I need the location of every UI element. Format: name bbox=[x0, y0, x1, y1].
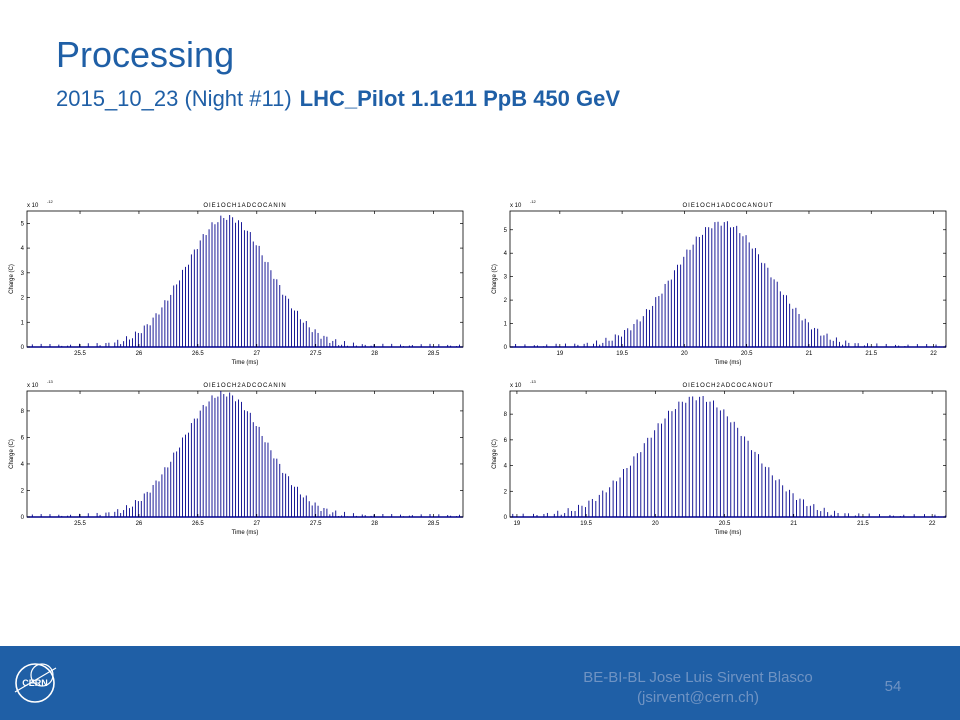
y-tick-label: 4 bbox=[21, 462, 25, 468]
x-axis-label: Time (ms) bbox=[232, 360, 259, 366]
x-tick-label: 21 bbox=[806, 351, 813, 357]
x-tick-label: 19 bbox=[556, 351, 563, 357]
page-number: 54 bbox=[884, 678, 902, 695]
x-tick-label: 26 bbox=[136, 521, 143, 527]
x-tick-label: 22 bbox=[929, 521, 936, 527]
y-tick-label: 1 bbox=[504, 322, 508, 328]
plot-frame bbox=[26, 390, 464, 518]
exponent-label: x 10 bbox=[27, 383, 39, 389]
x-tick-label: 28.5 bbox=[428, 351, 440, 357]
x-tick-label: 21.5 bbox=[865, 351, 877, 357]
y-axis-label: Charge (C) bbox=[9, 264, 15, 294]
y-axis-label: Charge (C) bbox=[9, 439, 15, 469]
chart-title: OIE1OCH1ADCOCANIN bbox=[203, 203, 286, 209]
x-tick-label: 20 bbox=[681, 351, 688, 357]
plot-frame bbox=[509, 210, 947, 348]
subtitle-beam: LHC_Pilot 1.1e11 PpB 450 GeV bbox=[299, 86, 621, 111]
cern-logo-text: CERN bbox=[22, 678, 48, 688]
y-tick-label: 0 bbox=[21, 515, 25, 521]
y-tick-label: 1 bbox=[21, 320, 25, 326]
y-tick-label: 8 bbox=[504, 412, 508, 418]
y-axis-label: Charge (C) bbox=[492, 439, 498, 469]
chart-title: OIE1OCH2ADCOCANOUT bbox=[682, 383, 773, 389]
x-tick-label: 28 bbox=[371, 351, 378, 357]
footer-author: BE-BI-BL Jose Luis Sirvent Blasco bbox=[583, 669, 813, 686]
chart-title: OIE1OCH2ADCOCANIN bbox=[203, 383, 286, 389]
y-tick-label: 4 bbox=[21, 246, 25, 252]
x-tick-label: 25.5 bbox=[74, 351, 86, 357]
x-tick-label: 19 bbox=[514, 521, 521, 527]
exponent-power: -13 bbox=[47, 379, 54, 384]
y-axis-label: Charge (C) bbox=[492, 264, 498, 294]
x-tick-label: 26 bbox=[136, 351, 143, 357]
y-tick-label: 6 bbox=[504, 438, 508, 444]
y-tick-label: 6 bbox=[21, 435, 25, 441]
y-tick-label: 3 bbox=[21, 271, 25, 277]
y-tick-label: 0 bbox=[504, 345, 508, 351]
y-tick-label: 0 bbox=[504, 515, 508, 521]
y-tick-label: 3 bbox=[504, 275, 508, 281]
x-tick-label: 28 bbox=[371, 521, 378, 527]
footer-credit: BE-BI-BL Jose Luis Sirvent Blasco (jsirv… bbox=[560, 668, 836, 708]
x-tick-label: 27 bbox=[253, 351, 260, 357]
footer-bar: CERN BE-BI-BL Jose Luis Sirvent Blasco (… bbox=[0, 646, 960, 720]
slide-title: Processing bbox=[56, 34, 235, 75]
y-tick-label: 5 bbox=[21, 221, 25, 227]
x-axis-label: Time (ms) bbox=[232, 530, 259, 536]
plot-ch1-in: OIE1OCH1ADCOCANIN x 10 -12 25.5 26 26.5 27 27.5… bbox=[5, 195, 467, 375]
x-axis-label: Time (ms) bbox=[715, 530, 742, 536]
cern-logo: CERN bbox=[14, 663, 57, 703]
plot-frame bbox=[509, 390, 947, 518]
y-tick-label: 2 bbox=[504, 298, 508, 304]
y-tick-label: 2 bbox=[21, 296, 25, 302]
subtitle-date: 2015_10_23 (Night #11) bbox=[56, 86, 292, 111]
y-tick-label: 4 bbox=[504, 464, 508, 470]
x-tick-label: 26.5 bbox=[192, 521, 204, 527]
x-tick-label: 27 bbox=[253, 521, 260, 527]
x-tick-label: 27.5 bbox=[310, 521, 322, 527]
exponent-label: x 10 bbox=[510, 383, 522, 389]
slide-subtitle: 2015_10_23 (Night #11) LHC_Pilot 1.1e11 P… bbox=[56, 86, 620, 112]
x-tick-label: 25.5 bbox=[74, 521, 86, 527]
plot-ch2-in: OIE1OCH2ADCOCANIN x 10 -13 25.5 26 26.5 27 27.5… bbox=[5, 375, 467, 545]
x-tick-label: 21 bbox=[790, 521, 797, 527]
y-tick-label: 0 bbox=[21, 345, 25, 351]
x-tick-label: 22 bbox=[930, 351, 937, 357]
y-tick-label: 8 bbox=[21, 409, 25, 415]
x-tick-label: 20.5 bbox=[741, 351, 753, 357]
plot-ch2-out: OIE1OCH2ADCOCANOUT x 10 -13 19 19.5 20 20.5 21 2… bbox=[488, 375, 950, 545]
plot-ch1-out: OIE1OCH1ADCOCANOUT x 10 -12 19 19.5 20 20.5 21 2… bbox=[488, 195, 950, 375]
exponent-label: x 10 bbox=[27, 203, 39, 209]
x-axis-label: Time (ms) bbox=[715, 360, 742, 366]
x-tick-label: 19.5 bbox=[616, 351, 628, 357]
x-tick-label: 20.5 bbox=[719, 521, 731, 527]
footer-email: (jsirvent@cern.ch) bbox=[637, 689, 759, 706]
y-tick-label: 4 bbox=[504, 251, 508, 257]
x-tick-label: 21.5 bbox=[857, 521, 869, 527]
exponent-power: -12 bbox=[530, 199, 537, 204]
exponent-power: -13 bbox=[530, 379, 537, 384]
x-tick-label: 19.5 bbox=[580, 521, 592, 527]
x-tick-label: 26.5 bbox=[192, 351, 204, 357]
plot-frame bbox=[26, 210, 464, 348]
y-tick-label: 2 bbox=[504, 489, 508, 495]
y-tick-label: 2 bbox=[21, 488, 25, 494]
plot-ch1-in-svg: OIE1OCH1ADCOCANIN x 10 -12 25.5 26 26.5 27 27.5… bbox=[9, 199, 464, 366]
x-tick-label: 27.5 bbox=[310, 351, 322, 357]
x-tick-label: 28.5 bbox=[428, 521, 440, 527]
x-tick-label: 20 bbox=[652, 521, 659, 527]
exponent-label: x 10 bbox=[510, 203, 522, 209]
exponent-power: -12 bbox=[47, 199, 54, 204]
chart-title: OIE1OCH1ADCOCANOUT bbox=[682, 203, 773, 209]
y-tick-label: 5 bbox=[504, 228, 508, 234]
